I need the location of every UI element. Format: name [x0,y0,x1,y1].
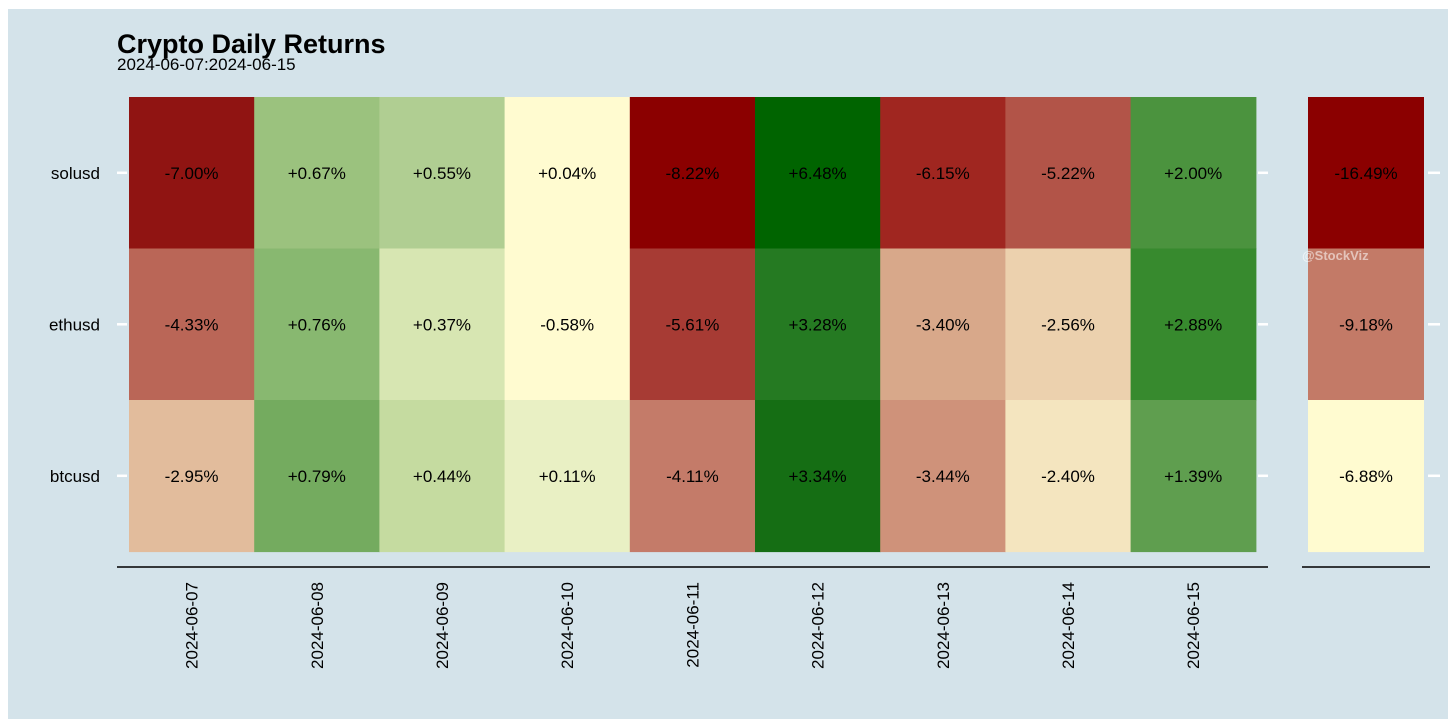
cell-label: +0.76% [288,315,346,334]
cell-label: -4.11% [666,467,719,486]
row-label: btcusd [50,467,100,486]
heatmap-cell [880,97,1006,250]
heatmap-cell [629,248,756,401]
heatmap-cell [880,248,1006,401]
cell-label: +6.48% [789,164,847,183]
total-cell-label: -6.88% [1339,467,1393,486]
total-cell [1308,248,1424,401]
cell-label: +1.39% [1164,467,1222,486]
total-cell [1308,400,1424,553]
cell-label: -8.22% [665,164,719,183]
column-label: 2024-06-07 [183,582,202,669]
heatmap-cell [379,248,506,401]
heatmap-cell [1005,97,1132,250]
heatmap-cell [379,97,506,250]
cell-label: -0.58% [540,315,594,334]
cell-label: +2.00% [1164,164,1222,183]
heatmap-cell [755,97,881,250]
cell-label: +0.67% [288,164,346,183]
cell-label: +0.37% [413,315,471,334]
chart-panel: Crypto Daily Returns 2024-06-07:2024-06-… [8,9,1448,719]
cell-label: -5.61% [665,315,719,334]
total-cell-label: -16.49% [1334,164,1397,183]
cell-label: -3.44% [916,467,970,486]
chart-subtitle: 2024-06-07:2024-06-15 [117,55,296,74]
cell-label: -2.95% [165,467,219,486]
heatmap-cell [254,400,380,553]
cell-label: +0.11% [539,467,596,486]
cell-label: -2.40% [1041,467,1095,486]
cell-label: +0.79% [288,467,346,486]
column-label: 2024-06-14 [1059,582,1078,669]
heatmap-cell [1130,400,1257,553]
column-label: 2024-06-09 [433,582,452,669]
column-label: 2024-06-08 [308,582,327,669]
column-label: 2024-06-11 [683,582,702,668]
cell-label: -4.33% [165,315,219,334]
heatmap-cell [129,248,255,401]
heatmap-cell [504,248,631,401]
heatmap-cell [1130,97,1257,250]
heatmap-cell [254,97,380,250]
heatmap-cell [504,97,631,250]
heatmap-cell [1005,248,1132,401]
column-label: 2024-06-12 [809,582,828,669]
heatmap-chart: Crypto Daily Returns 2024-06-07:2024-06-… [49,29,1440,669]
column-label: 2024-06-13 [934,582,953,669]
total-cell-label: -9.18% [1339,315,1393,334]
heatmap-cell [755,248,881,401]
column-label: 2024-06-10 [558,582,577,669]
cell-label: +0.04% [538,164,596,183]
heatmap-cell [1005,400,1132,553]
chart-title: Crypto Daily Returns [117,29,386,59]
cell-label: +3.34% [789,467,847,486]
cell-label: +3.28% [789,315,847,334]
heatmap-cell [379,400,506,553]
cell-label: +0.55% [413,164,471,183]
heatmap-cell [755,400,881,553]
heatmap-cell [129,400,255,553]
cell-label: +0.44% [413,467,471,486]
heatmap-cell [629,97,756,250]
cell-label: +2.88% [1164,315,1222,334]
row-label: solusd [51,164,100,183]
cell-label: -6.15% [916,164,970,183]
heatmap-cell [1130,248,1257,401]
cell-label: -5.22% [1041,164,1095,183]
row-label: ethusd [49,315,100,334]
heatmap-cell [629,400,756,553]
heatmap-cell [504,400,631,553]
cell-label: -7.00% [165,164,219,183]
column-label: 2024-06-15 [1184,582,1203,669]
cell-label: -3.40% [916,315,970,334]
heatmap-cell [129,97,255,250]
heatmap-cell [880,400,1006,553]
total-cell [1308,97,1424,250]
heatmap-cell [254,248,380,401]
cell-label: -2.56% [1041,315,1095,334]
watermark: @StockViz [1302,248,1369,263]
